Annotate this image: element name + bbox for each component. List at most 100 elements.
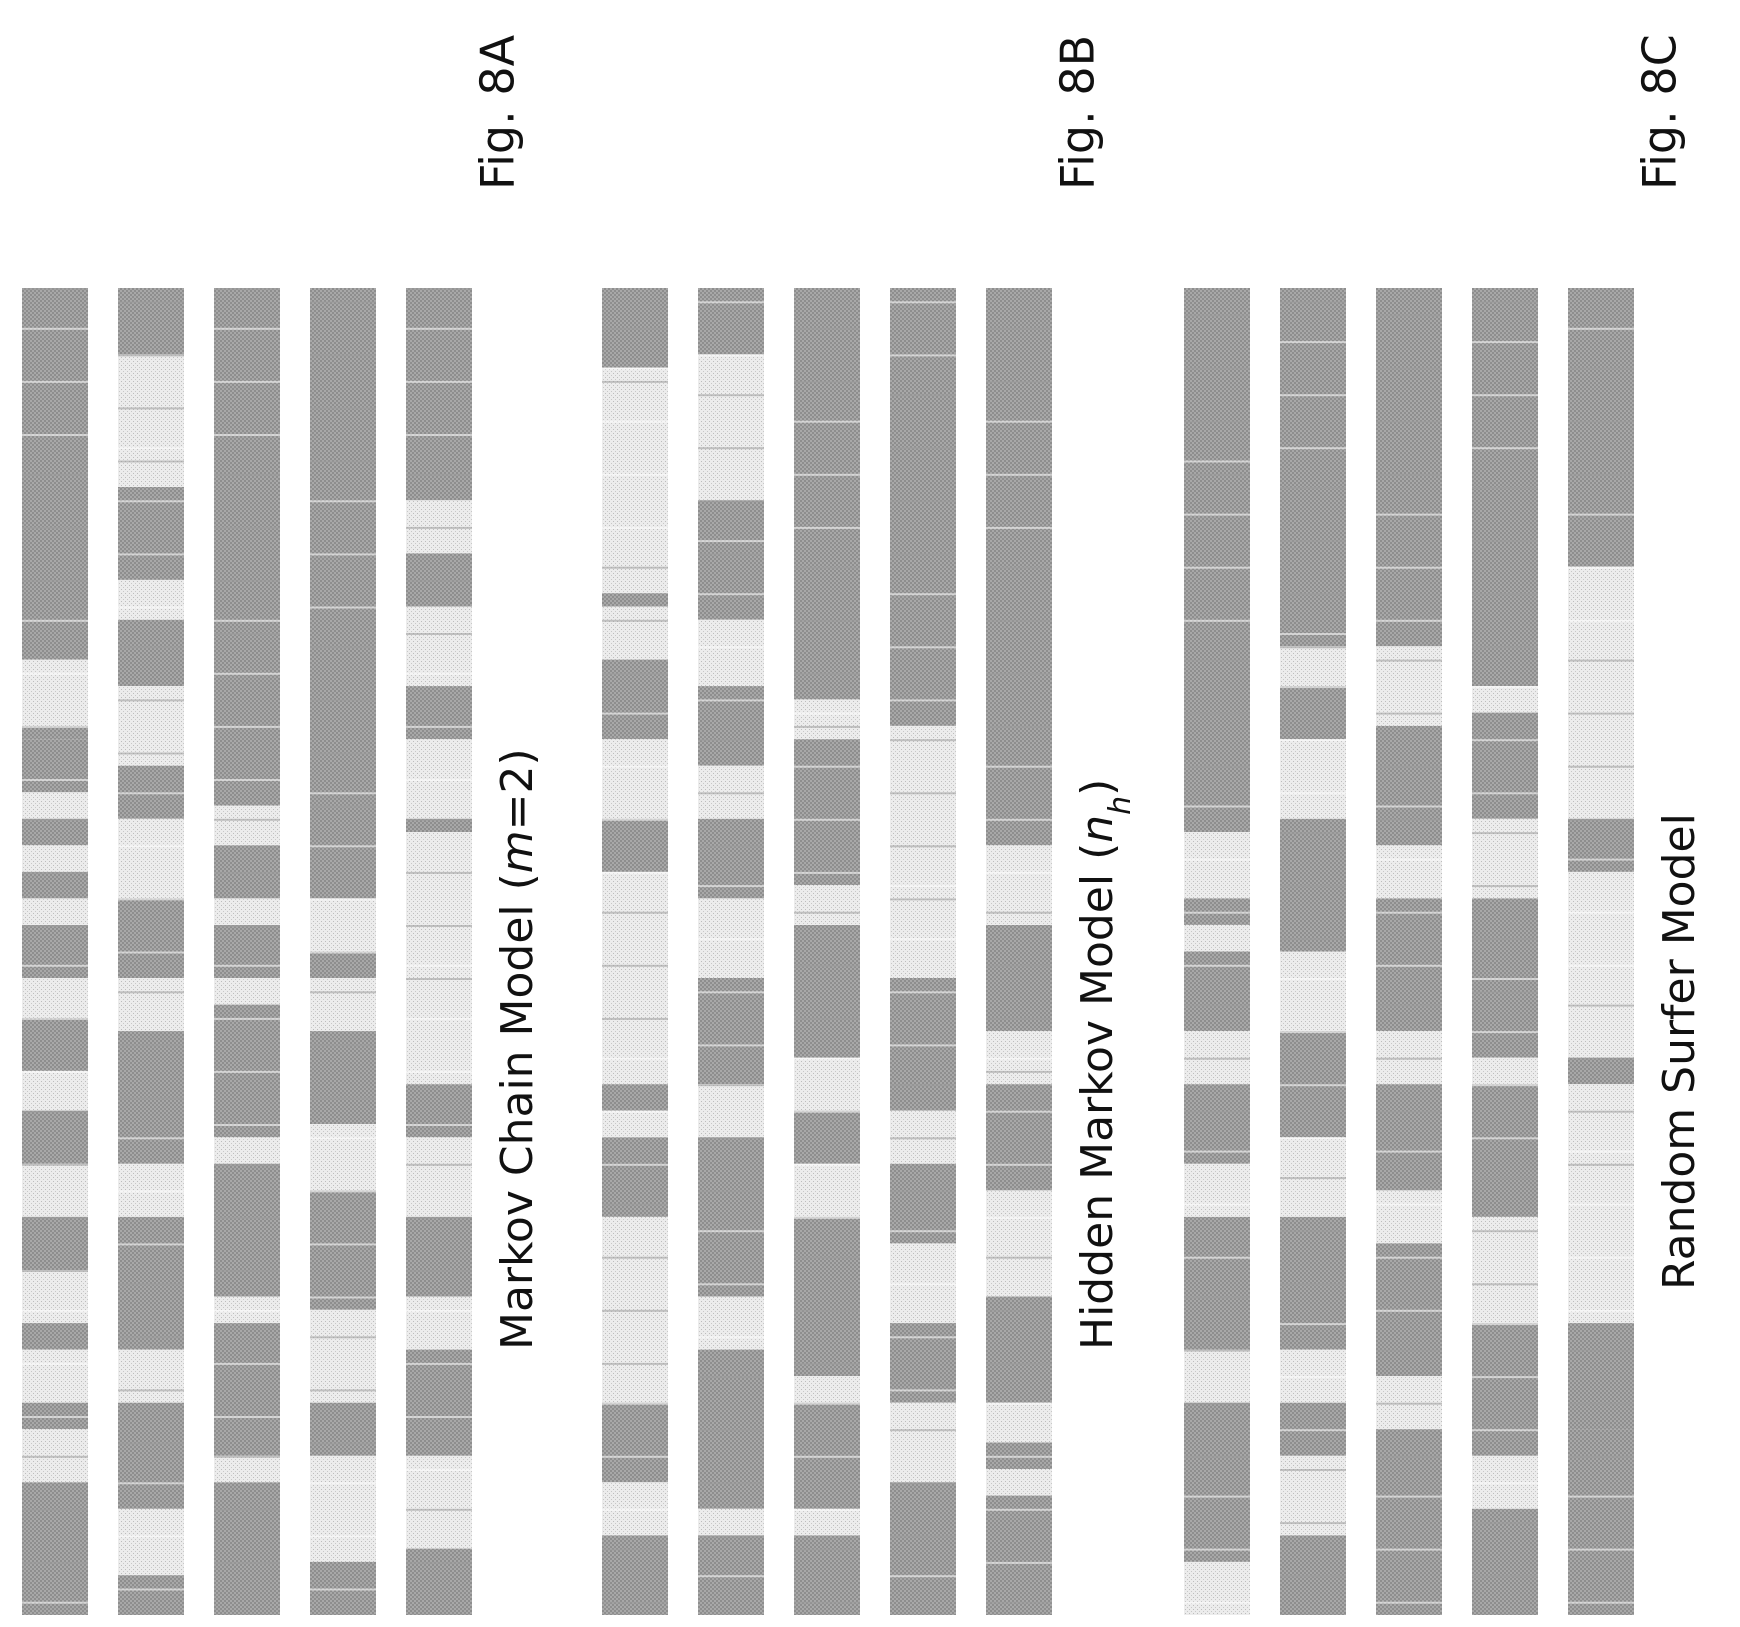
dark-segment (1376, 1243, 1442, 1377)
band-line (214, 633, 280, 635)
band-line (118, 1190, 184, 1193)
dark-segment (1376, 1429, 1442, 1615)
band-line (1280, 1177, 1346, 1180)
strip-8B-2 (698, 288, 764, 1615)
band-line (1568, 858, 1634, 861)
band-line (214, 725, 280, 728)
dark-segment (22, 1323, 88, 1350)
band-line (22, 473, 88, 476)
band-line (1280, 739, 1346, 742)
band-line (1376, 1495, 1442, 1498)
light-segment (794, 1163, 860, 1217)
band-line (1280, 301, 1346, 304)
light-segment (406, 500, 472, 554)
band-line (1280, 487, 1346, 489)
band-line (1376, 1150, 1442, 1153)
dark-segment (22, 1402, 88, 1430)
light-segment (794, 1057, 860, 1111)
band-line (1568, 1004, 1634, 1007)
band-line (698, 1044, 764, 1047)
light-segment (1376, 1031, 1442, 1085)
band-line (1184, 1601, 1250, 1604)
band-line (22, 925, 88, 927)
dark-segment (22, 725, 88, 740)
dark-segment (890, 1163, 956, 1244)
dark-segment (986, 1084, 1052, 1191)
band-line (406, 633, 472, 635)
dark-segment (1568, 288, 1634, 567)
dark-segment (1376, 1084, 1442, 1191)
band-line (1280, 593, 1346, 596)
band-line (698, 646, 764, 649)
band-line (1472, 938, 1538, 941)
band-line (22, 1416, 88, 1418)
band-line (890, 991, 956, 994)
band-line (1280, 1469, 1346, 1471)
band-line (118, 301, 184, 304)
band-line (214, 818, 280, 821)
band-line (1184, 1110, 1250, 1113)
band-line (698, 1376, 764, 1379)
band-line (602, 1017, 668, 1020)
dark-segment (986, 1442, 1052, 1469)
dark-segment (602, 1084, 668, 1111)
band-line (1376, 513, 1442, 516)
band-line (794, 380, 860, 383)
band-line (1280, 885, 1346, 888)
band-line (1472, 1230, 1538, 1233)
band-line (602, 1455, 668, 1458)
band-line (1568, 1349, 1634, 1352)
band-line (1472, 885, 1538, 888)
dark-segment (22, 1110, 88, 1164)
dark-segment (214, 1482, 280, 1615)
band-line (310, 898, 376, 901)
light-segment (890, 1243, 956, 1323)
dark-segment (22, 871, 88, 899)
dark-segment (118, 619, 184, 687)
band-line (1376, 805, 1442, 808)
band-line (794, 911, 860, 914)
band-line (406, 1469, 472, 1471)
light-segment (214, 1137, 280, 1164)
light-segment (22, 659, 88, 726)
dark-segment (698, 288, 764, 355)
light-segment (118, 579, 184, 620)
band-line (602, 1057, 668, 1060)
dark-segment (406, 1216, 472, 1297)
band-line (890, 1429, 956, 1432)
dark-segment (22, 925, 88, 979)
band-line (1568, 1402, 1634, 1405)
band-line (1472, 301, 1538, 304)
dark-segment (118, 898, 184, 978)
band-line (22, 327, 88, 330)
band-line (1472, 832, 1538, 835)
band-line (310, 792, 376, 795)
band-line (22, 672, 88, 675)
light-segment (1376, 1190, 1442, 1244)
dark-segment (602, 659, 668, 740)
light-segment (1376, 1376, 1442, 1430)
light-segment (22, 845, 88, 872)
dark-segment (406, 818, 472, 833)
band-line (310, 845, 376, 848)
band-line (1184, 911, 1250, 914)
band-line (1280, 1376, 1346, 1379)
band-line (22, 619, 88, 622)
band-line (1568, 1057, 1634, 1060)
band-line (214, 579, 280, 582)
band-line (310, 1389, 376, 1392)
band-line (406, 725, 472, 728)
band-line (698, 394, 764, 397)
band-line (698, 699, 764, 702)
band-line (1184, 712, 1250, 715)
band-line (1376, 964, 1442, 967)
band-line (214, 1455, 280, 1458)
band-line (118, 460, 184, 463)
light-segment (406, 1137, 472, 1217)
light-segment (986, 1469, 1052, 1496)
band-line (794, 526, 860, 529)
band-line (794, 566, 860, 569)
band-line (310, 1442, 376, 1445)
band-line (22, 380, 88, 383)
band-line (22, 1017, 88, 1020)
